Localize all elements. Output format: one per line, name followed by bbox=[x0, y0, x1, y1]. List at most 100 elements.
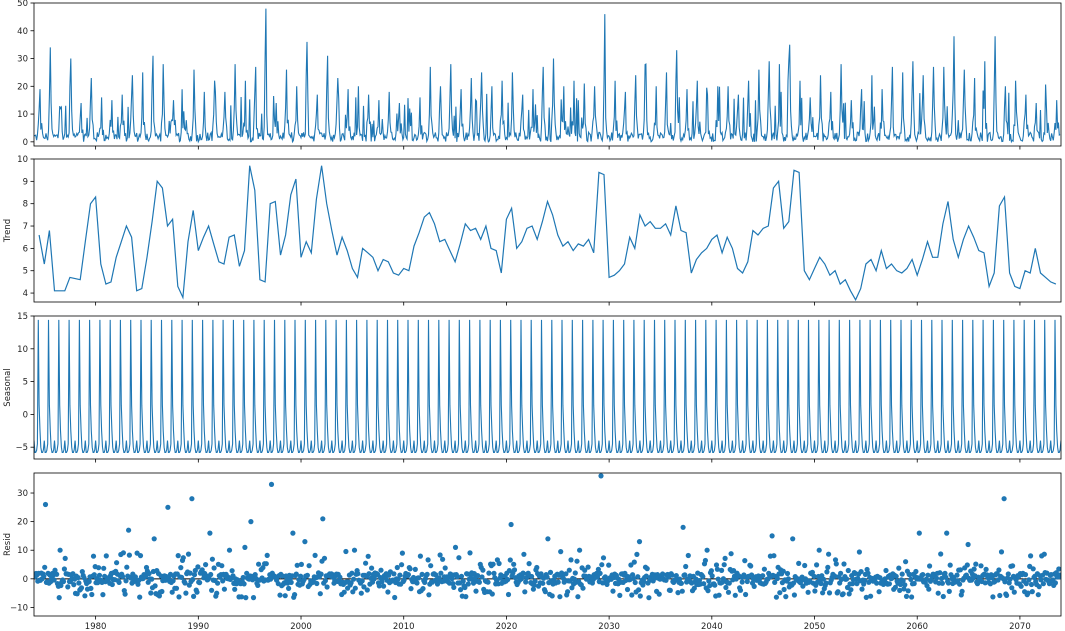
resid-point bbox=[392, 594, 398, 601]
resid-point bbox=[424, 571, 430, 578]
resid-point bbox=[96, 572, 103, 578]
x-tick-label: 2070 bbox=[1009, 622, 1031, 631]
resid-point bbox=[252, 572, 258, 578]
resid-point bbox=[832, 573, 838, 579]
resid-point bbox=[965, 541, 971, 548]
resid-point bbox=[998, 549, 1005, 555]
resid-point bbox=[942, 570, 948, 577]
resid-point bbox=[178, 565, 184, 571]
resid-point bbox=[743, 591, 749, 598]
resid-point bbox=[215, 580, 221, 586]
resid-point bbox=[132, 574, 138, 580]
resid-point bbox=[826, 551, 832, 557]
resid-point bbox=[190, 576, 196, 583]
resid-point bbox=[937, 570, 943, 576]
resid-point bbox=[800, 583, 806, 589]
resid-point bbox=[194, 589, 200, 595]
resid-point bbox=[74, 591, 80, 597]
resid-point bbox=[617, 592, 623, 599]
resid-point bbox=[376, 583, 382, 589]
resid-point bbox=[41, 573, 47, 580]
resid-point bbox=[866, 579, 872, 585]
resid-point bbox=[680, 524, 686, 530]
resid-point bbox=[555, 579, 561, 585]
resid-point bbox=[434, 581, 441, 587]
resid-point bbox=[452, 544, 459, 551]
resid-point bbox=[179, 574, 185, 581]
resid-point bbox=[191, 572, 198, 578]
resid-point bbox=[796, 560, 802, 567]
resid-point bbox=[954, 572, 960, 578]
resid-point bbox=[844, 576, 850, 582]
resid-point bbox=[321, 555, 328, 561]
y-tick-label: 5 bbox=[23, 267, 28, 277]
resid-point bbox=[187, 570, 193, 576]
resid-point bbox=[320, 516, 326, 522]
resid-point bbox=[175, 553, 181, 559]
resid-point bbox=[903, 593, 910, 600]
resid-point bbox=[702, 557, 709, 564]
resid-point bbox=[408, 586, 414, 592]
trend-panel: 4 5 6 7 8 9 10 Trend bbox=[3, 155, 1062, 306]
resid-point bbox=[594, 574, 601, 580]
resid-point bbox=[170, 578, 176, 584]
resid-point bbox=[378, 567, 384, 573]
resid-point bbox=[938, 551, 944, 557]
resid-point bbox=[51, 577, 57, 583]
resid-point bbox=[1040, 581, 1046, 587]
resid-point bbox=[290, 530, 296, 536]
resid-point bbox=[451, 584, 457, 591]
resid-point bbox=[714, 566, 721, 572]
resid-point bbox=[381, 583, 387, 589]
resid-point bbox=[947, 562, 953, 568]
resid-point bbox=[599, 562, 605, 568]
resid-point bbox=[232, 586, 238, 592]
resid-point bbox=[644, 566, 650, 572]
resid-point bbox=[391, 571, 397, 577]
resid-point bbox=[540, 580, 546, 586]
resid-point bbox=[824, 569, 830, 575]
resid-point bbox=[742, 558, 748, 564]
resid-point bbox=[54, 571, 60, 577]
resid-point bbox=[462, 584, 468, 591]
resid-point bbox=[101, 565, 107, 571]
resid-point bbox=[211, 565, 217, 571]
resid-point bbox=[534, 564, 540, 571]
resid-point bbox=[606, 562, 612, 568]
resid-point bbox=[414, 580, 420, 586]
resid-point bbox=[324, 584, 330, 590]
resid-point bbox=[298, 561, 304, 568]
resid-point bbox=[716, 592, 722, 598]
resid-point bbox=[943, 574, 949, 581]
y-axis-label: Seasonal bbox=[3, 368, 13, 406]
resid-point bbox=[667, 587, 673, 594]
resid-point bbox=[785, 576, 792, 582]
x-tick-label: 2050 bbox=[804, 622, 826, 631]
resid-point bbox=[781, 586, 787, 593]
resid-point bbox=[438, 570, 444, 576]
resid-point bbox=[209, 556, 215, 562]
resid-point bbox=[582, 567, 588, 573]
resid-point bbox=[242, 544, 248, 551]
resid-point bbox=[57, 547, 63, 553]
resid-point bbox=[902, 582, 908, 588]
resid-point bbox=[848, 587, 854, 593]
resid-point bbox=[905, 588, 911, 594]
resid-point bbox=[1026, 577, 1032, 583]
seasonal-panel: −5 0 5 10 15 Seasonal bbox=[3, 312, 1062, 463]
resid-point bbox=[744, 578, 750, 585]
resid-point bbox=[523, 579, 529, 585]
resid-point bbox=[656, 591, 662, 597]
resid-point bbox=[124, 564, 130, 570]
resid-point bbox=[277, 592, 283, 598]
resid-point bbox=[143, 573, 149, 580]
resid-point bbox=[412, 566, 418, 573]
resid-point bbox=[802, 562, 808, 569]
resid-point bbox=[820, 590, 826, 596]
resid-point bbox=[713, 562, 720, 568]
resid-point bbox=[88, 585, 94, 592]
resid-point bbox=[151, 536, 157, 542]
resid-point bbox=[149, 576, 155, 582]
resid-point bbox=[268, 481, 275, 487]
resid-point bbox=[939, 575, 945, 582]
